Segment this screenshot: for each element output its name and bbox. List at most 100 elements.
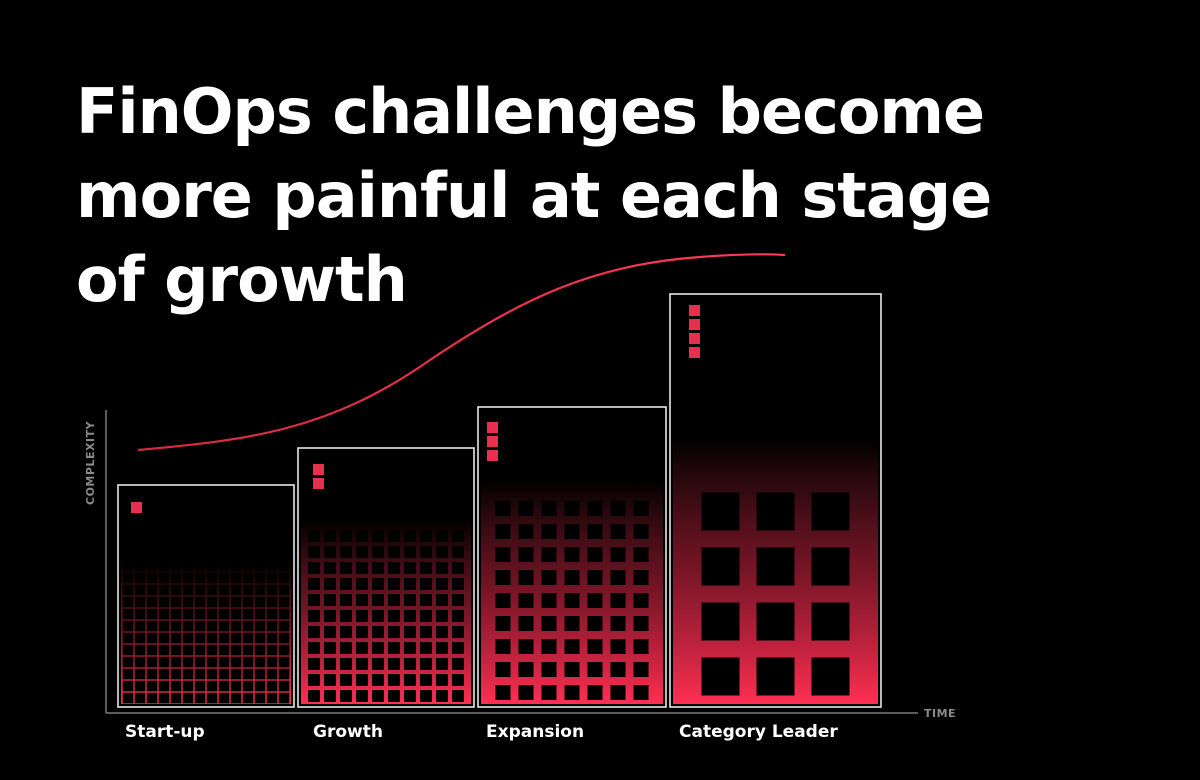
stage-markers-expansion: [487, 422, 498, 461]
grid-cell: [372, 642, 384, 654]
grid-cell: [266, 608, 278, 620]
grid-cell: [170, 632, 182, 644]
grid-cell: [134, 584, 146, 596]
grid-cell: [278, 644, 290, 656]
grid-cell: [134, 644, 146, 656]
grid-cell: [182, 656, 194, 668]
stage-marker: [487, 422, 498, 433]
grid-cell: [254, 656, 266, 668]
grid-cell: [587, 685, 603, 700]
grid-cell: [420, 594, 432, 606]
grid-cell: [218, 632, 230, 644]
grid-cell: [420, 642, 432, 654]
grid-cell: [122, 692, 134, 704]
grid-cell: [372, 530, 384, 542]
grid-cell: [436, 578, 448, 590]
grid-cell: [372, 578, 384, 590]
grid-cell: [218, 656, 230, 668]
grid-cell: [756, 657, 795, 696]
grid-cell: [218, 680, 230, 692]
stage-marker: [131, 502, 142, 513]
grid-cell: [254, 668, 266, 680]
grid-cell: [372, 610, 384, 622]
grid-cell: [633, 570, 649, 585]
grid-cell: [146, 620, 158, 632]
grid-cell: [182, 560, 194, 572]
grid-cell: [170, 668, 182, 680]
grid-cell: [266, 656, 278, 668]
grid-cell: [388, 626, 400, 638]
grid-cell: [308, 658, 320, 670]
grid-cell: [420, 674, 432, 686]
grid-cell: [254, 620, 266, 632]
grid-cell: [266, 692, 278, 704]
grid-cell: [356, 610, 368, 622]
grid-cell: [266, 668, 278, 680]
grid-cell: [218, 596, 230, 608]
grid-cell: [146, 644, 158, 656]
grid-cell: [633, 639, 649, 654]
grid-cell: [610, 570, 626, 585]
stage-marker: [313, 478, 324, 489]
stage-marker: [487, 436, 498, 447]
grid-cell: [587, 547, 603, 562]
grid-cell: [564, 616, 580, 631]
grid-cell: [158, 596, 170, 608]
grid-cell: [254, 608, 266, 620]
grid-cell: [610, 547, 626, 562]
grid-cell: [756, 547, 795, 586]
grid-cell: [158, 632, 170, 644]
grid-cell: [452, 578, 464, 590]
grid-cell: [518, 685, 534, 700]
grid-cell: [633, 662, 649, 677]
grid-cell: [158, 584, 170, 596]
grid-cell: [587, 570, 603, 585]
grid-cell: [340, 530, 352, 542]
grid-cell: [122, 632, 134, 644]
grid-cell: [182, 644, 194, 656]
grid-cell: [242, 680, 254, 692]
grid-cell: [420, 610, 432, 622]
stage-pattern-category-leader: [673, 440, 878, 704]
stage-pattern-expansion: [481, 480, 663, 704]
grid-cell: [122, 644, 134, 656]
grid-cell: [170, 560, 182, 572]
grid-cell: [495, 639, 511, 654]
stage-marker: [689, 333, 700, 344]
grid-cell: [388, 642, 400, 654]
grid-cell: [340, 562, 352, 574]
grid-cell: [340, 546, 352, 558]
grid-cell: [436, 594, 448, 606]
grid-cell: [564, 662, 580, 677]
grid-cell: [324, 578, 336, 590]
stage-label-startup: Start-up: [125, 722, 205, 742]
grid-cell: [230, 644, 242, 656]
grid-cell: [564, 593, 580, 608]
grid-cell: [420, 546, 432, 558]
grid-cell: [278, 620, 290, 632]
grid-cell: [404, 642, 416, 654]
stage-marker: [689, 319, 700, 330]
stage-box-expansion: [477, 406, 667, 708]
grid-cell: [610, 685, 626, 700]
grid-cell: [372, 562, 384, 574]
grid-cell: [218, 668, 230, 680]
grid-cell: [587, 524, 603, 539]
stage-growth: Growth: [297, 447, 475, 742]
grid-cell: [146, 560, 158, 572]
grid-cell: [122, 596, 134, 608]
grid-cell: [420, 562, 432, 574]
grid-cell: [340, 594, 352, 606]
grid-cell: [388, 530, 400, 542]
stage-box-growth: [297, 447, 475, 708]
stage-pattern-growth: [301, 520, 471, 704]
grid-cell: [308, 690, 320, 702]
grid-cell: [146, 632, 158, 644]
grid-cell: [122, 668, 134, 680]
grid-cell: [230, 620, 242, 632]
grid-cell: [242, 584, 254, 596]
grid-cell: [356, 594, 368, 606]
grid-cell: [587, 501, 603, 516]
grid-cell: [206, 656, 218, 668]
grid-cell: [564, 547, 580, 562]
